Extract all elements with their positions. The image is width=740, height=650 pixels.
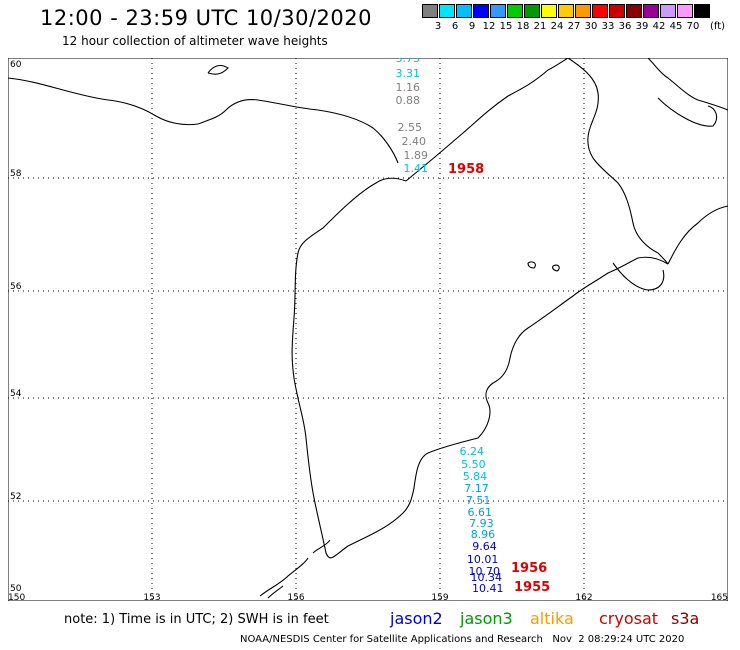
wave-height-value: 10.01: [467, 553, 499, 566]
scale-label: 15: [499, 21, 513, 32]
lon-tick-label: 156: [287, 593, 304, 601]
scale-label: 27: [567, 21, 581, 32]
scale-label: 12: [482, 21, 496, 32]
wave-height-value: 3.75: [396, 58, 421, 65]
scale-label: 42: [652, 21, 666, 32]
wave-height-value: 7.93: [469, 517, 494, 530]
wave-height-value: 7.17: [464, 482, 489, 495]
scale-label: 70: [686, 21, 700, 32]
scale-swatch: [456, 4, 472, 18]
scale-label: 9: [468, 21, 476, 32]
wave-height-value: 2.40: [402, 135, 427, 148]
wave-height-value: 8.96: [471, 528, 496, 541]
scale-label: 21: [533, 21, 547, 32]
scale-swatch: [541, 4, 557, 18]
scale-label: 18: [516, 21, 530, 32]
wave-height-value: 3.31: [396, 67, 421, 80]
wave-height-value: 0.88: [396, 94, 421, 107]
scale-unit: (ft): [710, 21, 726, 32]
wave-height-value: 5.50: [461, 458, 486, 471]
satellite-jason2: jason2: [390, 609, 443, 628]
satellite-s3a: s3a: [671, 609, 700, 628]
scale-swatch: [524, 4, 540, 18]
scale-swatch: [575, 4, 591, 18]
lat-tick-label: 50: [10, 584, 22, 594]
scale-swatch: [609, 4, 625, 18]
wave-height-value: 1.89: [404, 149, 429, 162]
scale-swatch: [677, 4, 693, 18]
pass-label: 1956: [511, 561, 547, 576]
wave-height-value: 1.16: [396, 81, 421, 94]
map-frame: [8, 58, 728, 601]
map-grid: [8, 58, 728, 601]
scale-swatch: [660, 4, 676, 18]
lon-tick-label: 165: [711, 593, 728, 601]
lat-tick-label: 60: [10, 60, 22, 70]
pass-label: 1955: [514, 580, 550, 595]
scale-swatch: [507, 4, 523, 18]
wave-height-value: 1.41: [404, 162, 429, 175]
wave-height-value: 6.24: [460, 445, 485, 458]
wave-height-value: 5.84: [463, 470, 488, 483]
scale-swatch: [439, 4, 455, 18]
lat-tick-label: 58: [10, 169, 22, 179]
scale-label: 39: [635, 21, 649, 32]
wave-height-value: 7.51: [466, 494, 491, 507]
scale-swatch: [694, 4, 710, 18]
scale-label: 3: [434, 21, 442, 32]
satellite-altika: altika: [530, 609, 574, 628]
lat-tick-label: 56: [10, 282, 22, 292]
lat-tick-label: 52: [10, 492, 21, 502]
satellite-cryosat: cryosat: [599, 609, 659, 628]
wave-height-value: 9.64: [472, 540, 497, 553]
altimeter-map: 3.75 3.311.160.88 2.552.401.891.41 1958 6.24…: [8, 58, 728, 601]
page-subtitle: 12 hour collection of altimeter wave hei…: [62, 34, 328, 48]
scale-swatch: [473, 4, 489, 18]
lon-tick-label: 153: [143, 593, 160, 601]
scale-swatch: [490, 4, 506, 18]
footer-credit: NOAA/NESDIS Center for Satellite Applica…: [240, 634, 685, 645]
scale-label: 33: [601, 21, 615, 32]
coastline: [8, 58, 728, 599]
wave-height-value: 2.55: [398, 121, 423, 134]
scale-swatch: [626, 4, 642, 18]
scale-label: 24: [550, 21, 564, 32]
satellite-jason3: jason3: [460, 609, 513, 628]
scale-swatch: [592, 4, 608, 18]
wave-height-value: 10.70: [469, 565, 501, 578]
lon-tick-label: 162: [575, 593, 592, 601]
wave-height-value: 6.61: [468, 506, 493, 519]
scale-swatch: [422, 4, 438, 18]
scale-label: 36: [618, 21, 632, 32]
lon-tick-label: 159: [431, 593, 448, 601]
pass-label: 1958: [448, 162, 484, 177]
scale-label: 45: [669, 21, 683, 32]
scale-label: 30: [584, 21, 598, 32]
scale-swatch: [643, 4, 659, 18]
wave-height-value: 10.34: [471, 571, 503, 584]
scale-label: 6: [451, 21, 459, 32]
lon-tick-label: 150: [8, 593, 25, 601]
scale-swatch: [558, 4, 574, 18]
lat-tick-label: 54: [10, 389, 22, 399]
axis-labels: 150 153 156 159 162 165 60 58 56 54 52 50: [8, 60, 728, 601]
wave-height-labels: 3.75 3.311.160.88 2.552.401.891.41 1958 6.24…: [396, 58, 551, 595]
wave-height-value: 10.41: [472, 582, 504, 595]
page-title: 12:00 - 23:59 UTC 10/30/2020: [40, 6, 372, 30]
note-text: note: 1) Time is in UTC; 2) SWH is in fe…: [64, 612, 329, 627]
